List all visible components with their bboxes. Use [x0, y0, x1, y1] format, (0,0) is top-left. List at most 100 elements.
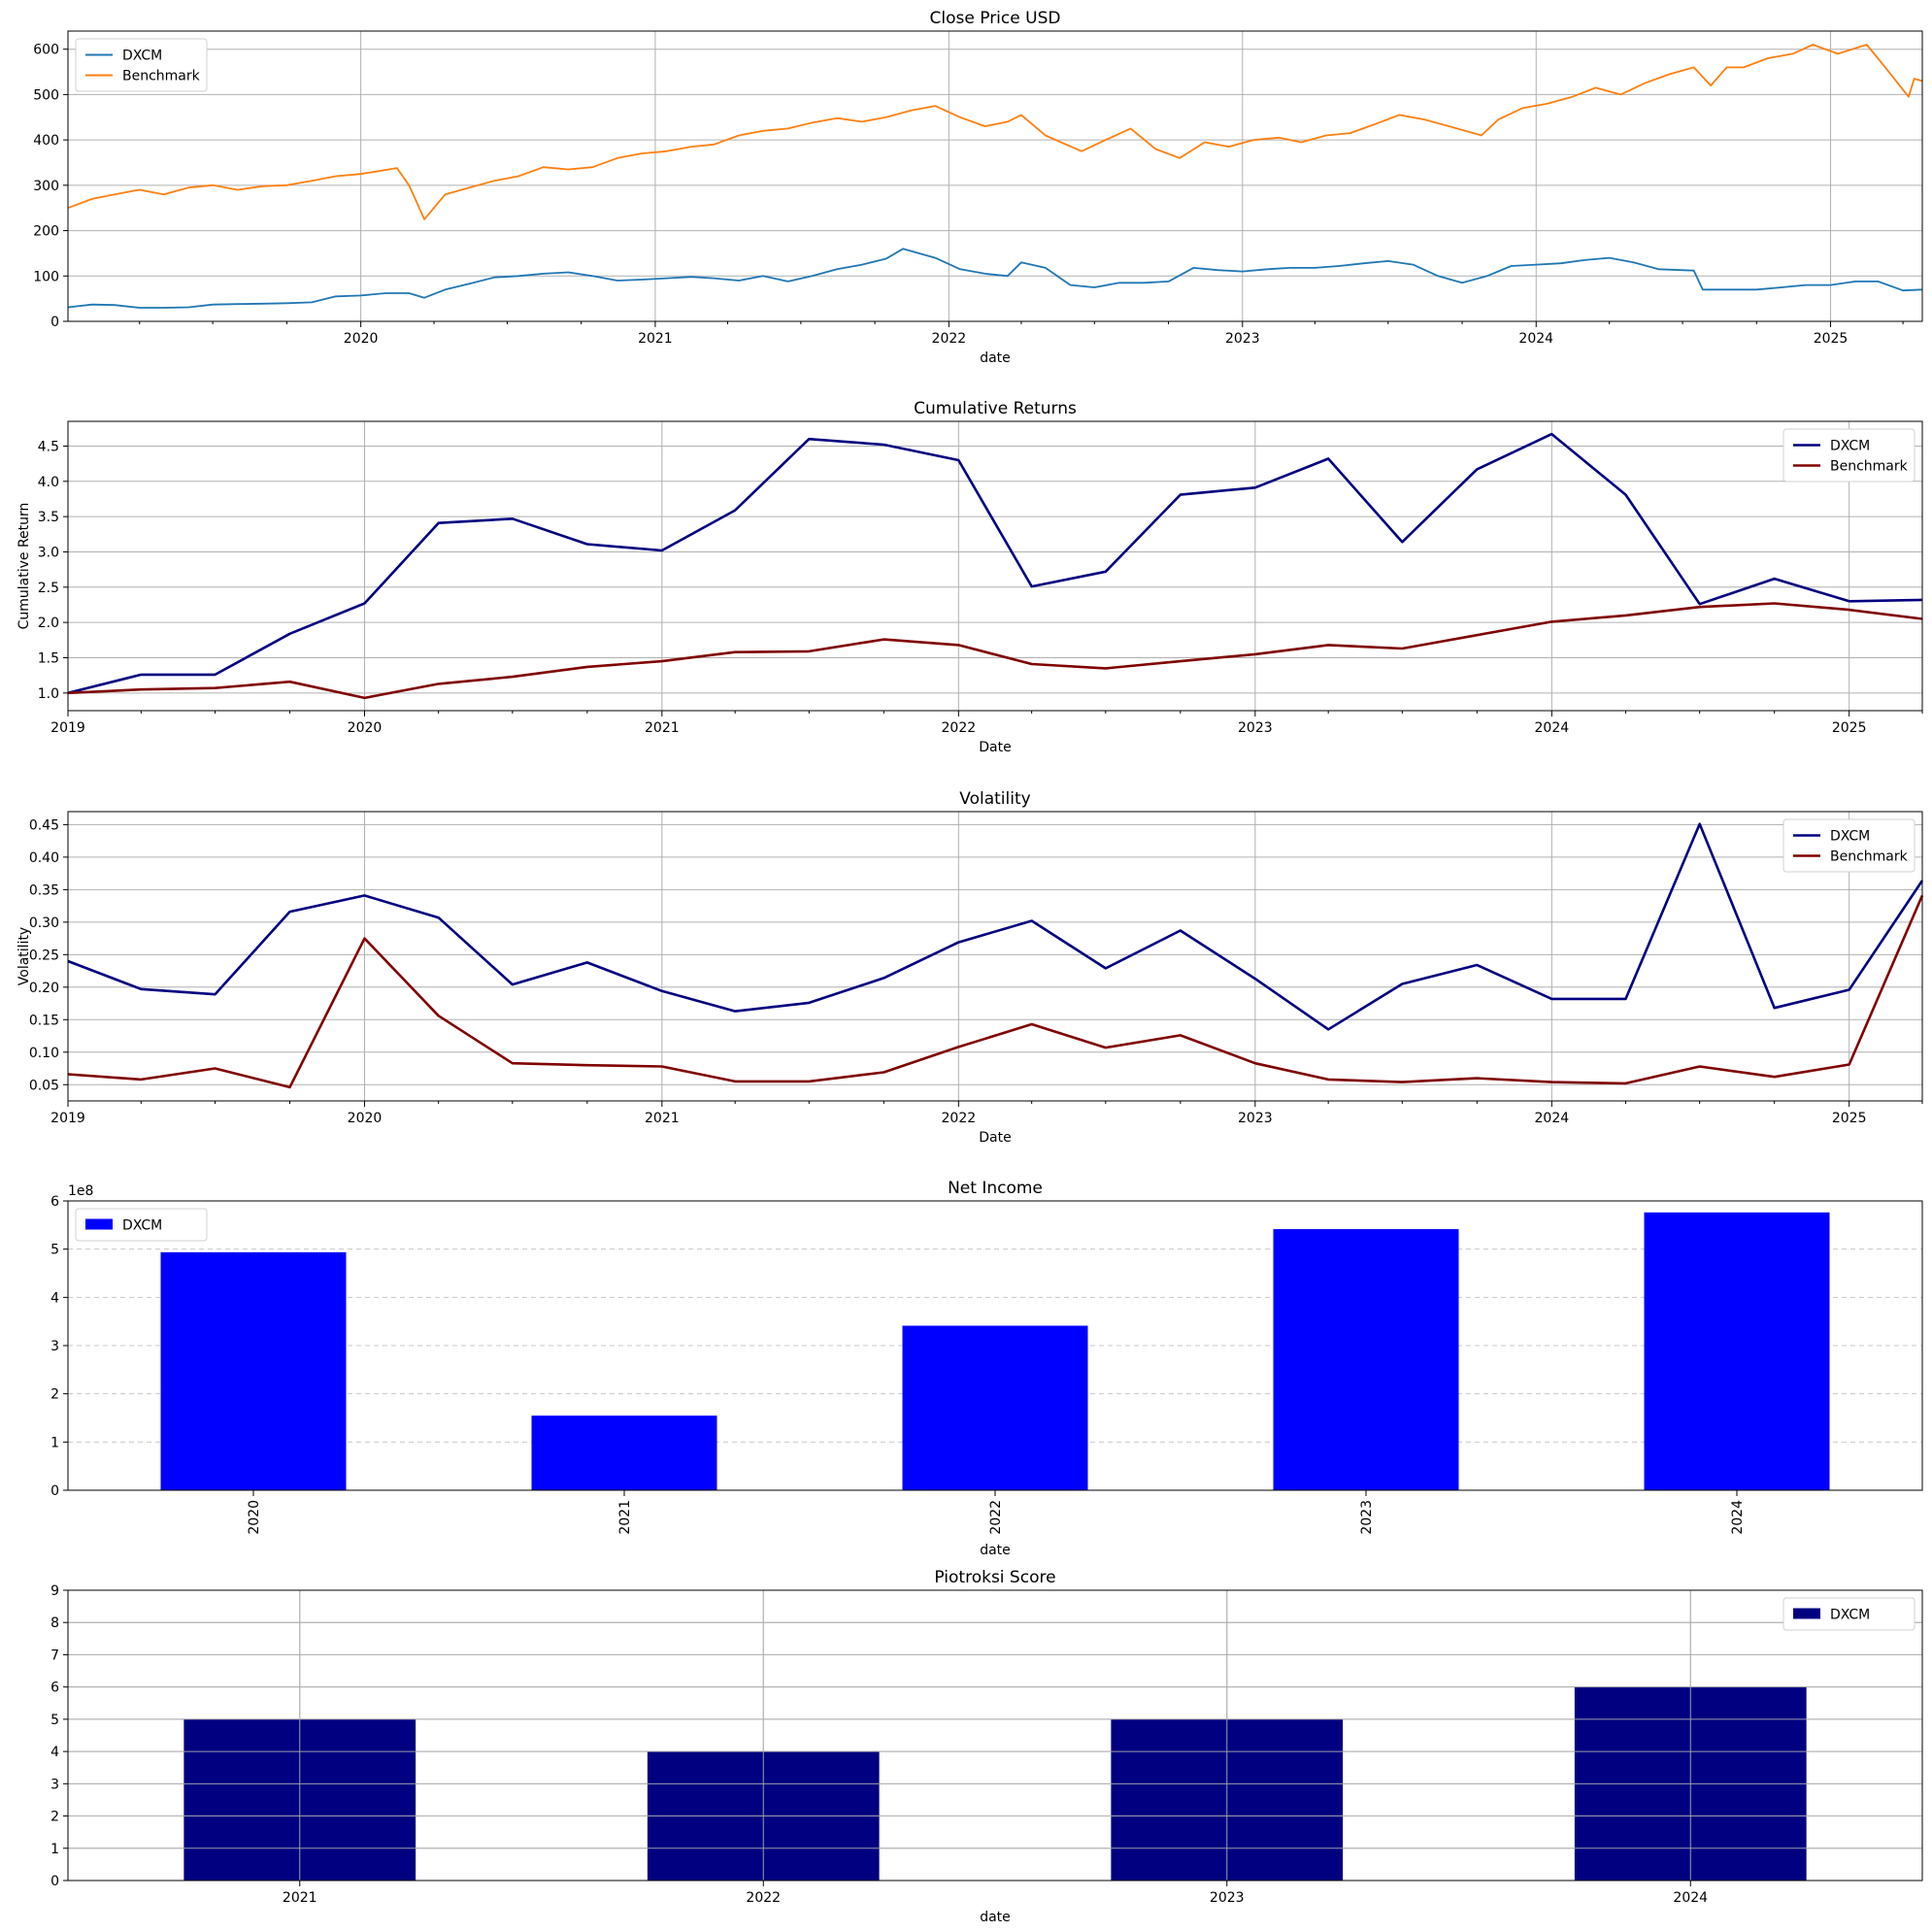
legend-entry: DXCM — [122, 49, 162, 64]
x-tick-label: 2022 — [942, 1111, 977, 1126]
cumulative-returns-panel: 1.0 1.5 2.0 2.5 3.0 3.5 4.0 4.5 2019 2020 2021 2022… — [17, 399, 1923, 755]
y-tick-label: 0.20 — [29, 981, 59, 996]
bar-2020[interactable] — [160, 1251, 347, 1490]
series-line-dxcm[interactable] — [67, 432, 1923, 695]
y-axis: 0 100 200 300 400 500 600 — [33, 43, 68, 330]
legend-entry: DXCM — [1830, 1608, 1870, 1623]
series-line-benchmark[interactable] — [67, 44, 1923, 220]
piotroski-panel: 0 1 2 3 4 5 6 7 8 9 2021 2022 2023 2024 Piotroksi Scor… — [50, 1568, 1923, 1925]
series-line-benchmark[interactable] — [67, 894, 1924, 1089]
series-lines — [67, 44, 1923, 309]
y-tick-label: 9 — [50, 1583, 59, 1599]
x-axis-label: date — [980, 1910, 1011, 1925]
x-tick-label: 2020 — [344, 331, 379, 347]
x-tick-label: 2025 — [1832, 720, 1867, 736]
chart-title: Volatility — [959, 789, 1030, 809]
x-tick-label: 2020 — [247, 1500, 262, 1535]
bar-2021[interactable] — [531, 1415, 717, 1490]
chart-title: Piotroksi Score — [934, 1568, 1055, 1587]
y-tick-label: 8 — [50, 1615, 59, 1631]
y-tick-label: 2 — [50, 1387, 59, 1403]
x-tick-label: 2019 — [50, 720, 85, 736]
y-tick-label: 0.30 — [29, 916, 59, 931]
x-tick-label: 2022 — [988, 1500, 1004, 1535]
net-income-panel: 0 1 2 3 4 5 6 2020 2021 2022 2023 2024 Net Income dat… — [50, 1179, 1923, 1558]
y-tick-label: 1 — [50, 1842, 59, 1857]
y-axis-label: Volatility — [17, 927, 32, 985]
x-tick-label: 2022 — [942, 720, 977, 736]
x-tick-label: 2025 — [1832, 1111, 1867, 1126]
x-tick-label: 2023 — [1359, 1500, 1375, 1535]
x-tick-label: 2020 — [348, 720, 383, 736]
y-tick-label: 4.5 — [38, 439, 59, 454]
x-tick-label: 2024 — [1535, 720, 1570, 736]
y-tick-label: 4 — [50, 1745, 59, 1760]
x-tick-label: 2020 — [348, 1111, 383, 1126]
x-tick-label: 2022 — [746, 1890, 781, 1906]
x-tick-label: 2024 — [1518, 331, 1553, 347]
x-tick-label: 2021 — [283, 1890, 317, 1906]
legend: DXCM — [1782, 1597, 1915, 1631]
series-line-dxcm[interactable] — [67, 248, 1923, 309]
y-tick-label: 0.25 — [29, 948, 59, 963]
legend-swatch — [85, 1218, 113, 1230]
gridlines — [67, 812, 1922, 1101]
volatility-panel: 0.05 0.10 0.15 0.20 0.25 0.30 0.35 0.40 0.45 2019… — [17, 789, 1924, 1146]
x-tick-label: 2021 — [617, 1500, 633, 1535]
y-tick-label: 0.40 — [29, 850, 59, 866]
series-lines — [67, 432, 1923, 700]
legend-entry: DXCM — [1830, 439, 1870, 454]
x-tick-label: 2023 — [1225, 331, 1260, 347]
y-tick-label: 1.5 — [38, 650, 59, 666]
x-tick-label: 2024 — [1730, 1500, 1746, 1535]
y-axis: 0.05 0.10 0.15 0.20 0.25 0.30 0.35 0.40 0.45 — [29, 817, 68, 1093]
x-tick-label: 2023 — [1238, 1111, 1273, 1126]
y-tick-label: 0.10 — [29, 1046, 59, 1061]
x-tick-label: 2024 — [1673, 1890, 1708, 1906]
y-tick-label: 0 — [50, 1483, 59, 1499]
bar-2024[interactable] — [1644, 1212, 1830, 1490]
y-tick-label: 5 — [50, 1243, 59, 1258]
legend-frame — [75, 38, 208, 92]
x-axis: 2020 2021 2022 2023 2024 2025 — [139, 321, 1904, 347]
legend: DXCM Benchmark — [75, 38, 208, 92]
legend: DXCM — [75, 1208, 208, 1242]
y-tick-label: 2.0 — [38, 616, 59, 631]
chart-title: Close Price USD — [930, 9, 1061, 28]
x-axis-label: Date — [979, 1130, 1011, 1146]
gridlines-over — [68, 1589, 1922, 1881]
y-tick-label: 1.0 — [38, 686, 59, 702]
chart-title: Cumulative Returns — [914, 399, 1077, 418]
legend-entry: Benchmark — [122, 69, 201, 84]
legend-frame — [1782, 428, 1915, 483]
x-axis-label: Date — [979, 740, 1011, 755]
series-line-benchmark[interactable] — [67, 602, 1923, 700]
y-axis-label: Cumulative Return — [17, 503, 32, 630]
x-axis: 2019 2020 2021 2022 2023 2024 2025 — [50, 711, 1923, 736]
y-offset-label: 1e8 — [68, 1183, 93, 1199]
x-axis: 2020 2021 2022 2023 2024 — [247, 1490, 1746, 1535]
y-tick-label: 0 — [50, 315, 59, 330]
bar-2023[interactable] — [1273, 1229, 1459, 1490]
bar-2022[interactable] — [902, 1325, 1088, 1490]
x-tick-label: 2022 — [932, 331, 967, 347]
y-tick-label: 0.15 — [29, 1013, 59, 1028]
axes-frame — [67, 30, 1923, 322]
x-axis: 2021 2022 2023 2024 — [283, 1881, 1708, 1906]
y-tick-label: 0.45 — [29, 817, 59, 833]
axes-frame — [67, 811, 1923, 1102]
y-tick-label: 1 — [50, 1435, 59, 1450]
y-tick-label: 0.35 — [29, 882, 59, 898]
x-axis-label: date — [980, 350, 1011, 366]
series-line-dxcm[interactable] — [67, 822, 1924, 1031]
y-tick-label: 300 — [33, 179, 59, 194]
x-tick-label: 2023 — [1210, 1890, 1245, 1906]
y-tick-label: 4 — [50, 1290, 59, 1306]
y-axis: 1.0 1.5 2.0 2.5 3.0 3.5 4.0 4.5 — [38, 439, 68, 702]
y-tick-label: 3.0 — [38, 545, 59, 560]
legend-entry: Benchmark — [1830, 849, 1909, 865]
x-axis: 2019 2020 2021 2022 2023 2024 2025 — [50, 1101, 1923, 1126]
y-tick-label: 3 — [50, 1339, 59, 1354]
